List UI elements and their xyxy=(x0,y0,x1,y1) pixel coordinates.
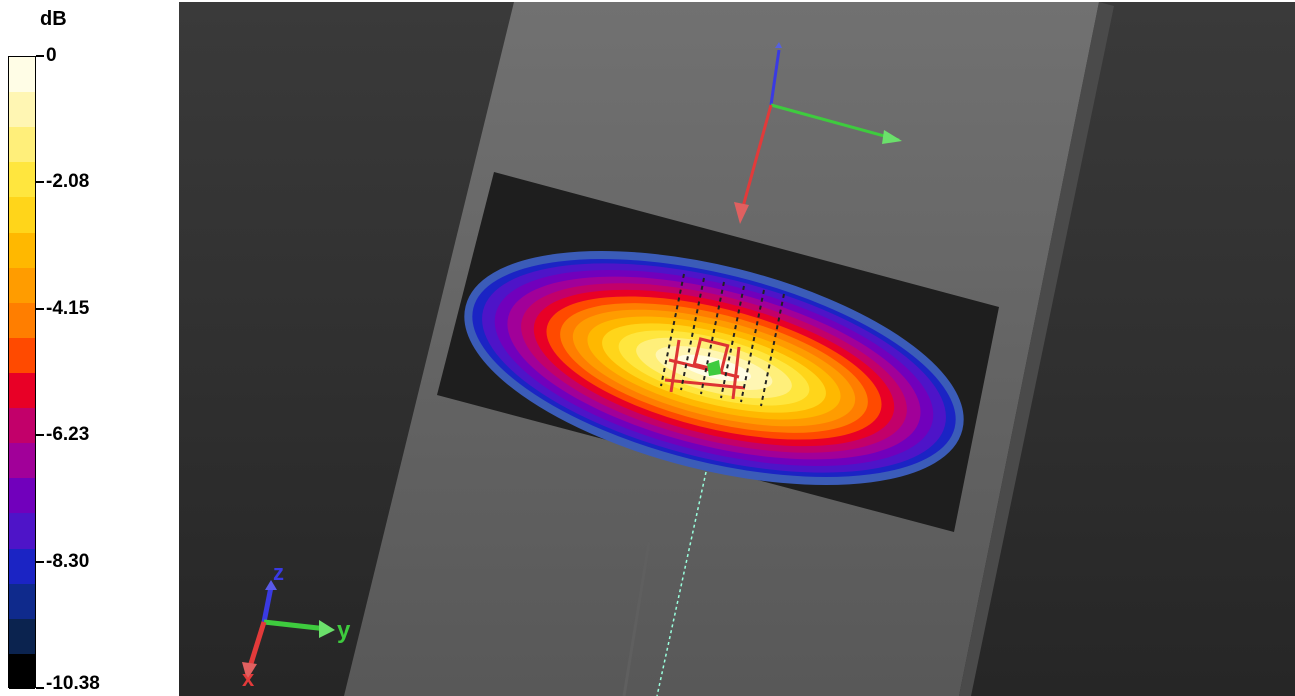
legend-tick-mark xyxy=(36,307,44,310)
legend-tick-mark xyxy=(36,687,44,689)
legend-swatch xyxy=(9,583,35,620)
legend-color-bar xyxy=(8,56,36,690)
legend-unit: dB xyxy=(40,8,67,30)
legend-swatch xyxy=(9,337,35,374)
legend-tick-label: -8.30 xyxy=(46,550,90,572)
orientation-arrows xyxy=(734,42,902,224)
legend-tick-mark xyxy=(36,434,44,437)
legend-tick-label: 0 xyxy=(46,45,57,66)
legend-swatch xyxy=(9,373,35,409)
z-axis-icon xyxy=(261,586,274,623)
z-axis-label: z xyxy=(273,560,284,585)
x-axis-icon xyxy=(246,621,267,671)
antenna-dashed-elements xyxy=(660,273,785,407)
legend-swatch xyxy=(9,478,35,514)
x-axis-label: x xyxy=(242,666,255,691)
legend-swatch xyxy=(9,197,35,234)
3d-viewport[interactable]: z y x xyxy=(179,2,1295,696)
legend-tick-label: -2.08 xyxy=(46,171,90,193)
legend-swatch xyxy=(9,57,35,93)
legend-swatch xyxy=(9,127,35,163)
antenna-structure xyxy=(664,337,746,400)
legend-tick-mark xyxy=(36,55,44,57)
legend-swatch xyxy=(9,267,35,304)
legend-tick-label: -6.23 xyxy=(46,424,90,446)
legend-swatch xyxy=(9,162,35,198)
feed-marker xyxy=(707,360,721,376)
feed-line xyxy=(656,471,707,696)
board-edge xyxy=(959,2,1114,696)
legend-tick-label: -4.15 xyxy=(46,297,90,319)
legend-swatch xyxy=(9,92,35,128)
legend-swatch xyxy=(9,443,35,479)
legend-tick-mark xyxy=(36,560,44,563)
legend-swatch xyxy=(9,653,35,690)
board-seam xyxy=(622,541,651,696)
legend-tick-label: -10.38 xyxy=(46,673,100,694)
legend-swatch xyxy=(9,618,35,655)
legend-swatch xyxy=(9,548,35,585)
y-axis-label: y xyxy=(337,617,351,644)
legend-tick-mark xyxy=(36,181,44,184)
axis-triad: z y x xyxy=(242,560,351,691)
legend-swatch xyxy=(9,302,35,339)
y-axis-icon xyxy=(263,619,328,632)
legend-swatch xyxy=(9,408,35,444)
legend-swatch xyxy=(9,513,35,550)
legend-swatch xyxy=(9,232,35,269)
color-legend: dB 0 -2.08 -4.15 -6.23 -8.30 -10.38 xyxy=(0,0,175,696)
